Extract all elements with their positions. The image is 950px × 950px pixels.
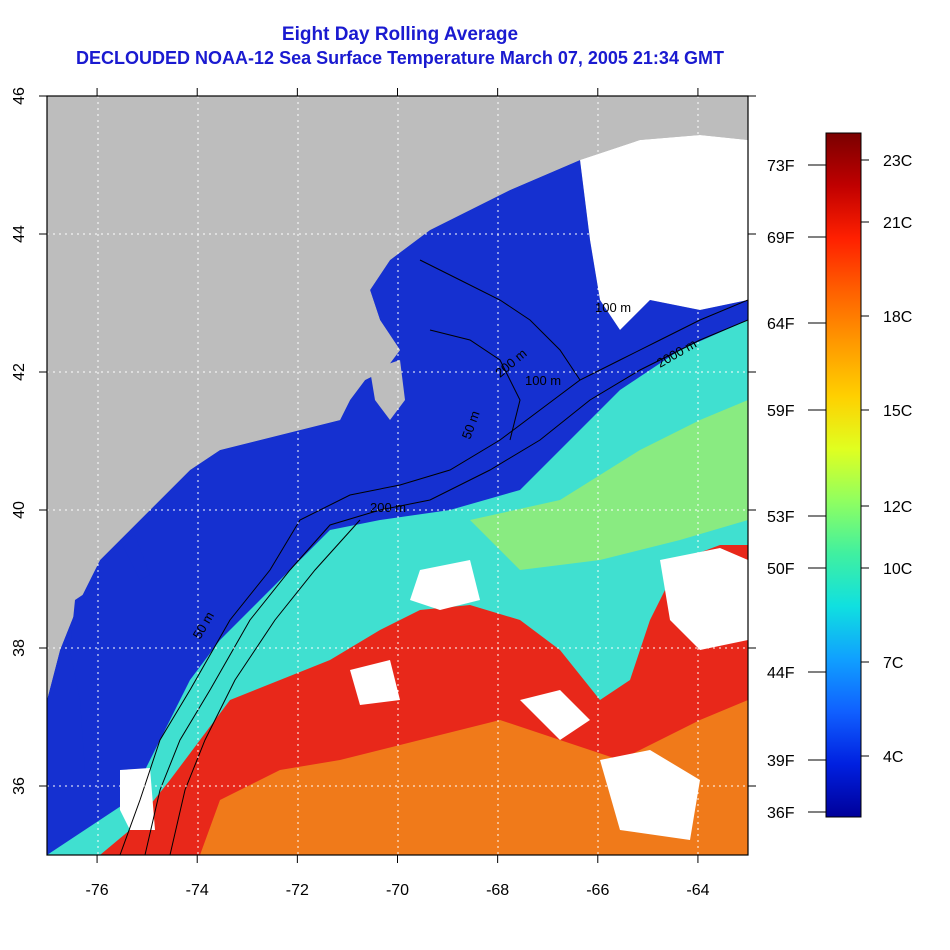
fahrenheit-label: 39F: [767, 753, 795, 770]
no-data-gap-6: [120, 768, 155, 830]
y-tick-label: 44: [11, 225, 28, 243]
fahrenheit-label: 36F: [767, 805, 795, 822]
contour-label: 100 m: [525, 373, 561, 388]
no-data-gap-1: [410, 560, 480, 610]
no-data-gap-5: [600, 750, 700, 840]
celsius-label: 4C: [883, 749, 903, 766]
colorbar: [825, 132, 862, 818]
celsius-label: 12C: [883, 499, 912, 516]
x-tick-label: -68: [486, 882, 509, 899]
chesapeake-bay: [70, 590, 100, 770]
celsius-label: 10C: [883, 561, 912, 578]
x-tick-label: -76: [86, 882, 109, 899]
contour-label: 200 m: [370, 500, 406, 515]
delaware-bay: [120, 535, 150, 580]
land-coast: [47, 96, 748, 700]
slope-water-yellow: [470, 400, 748, 570]
axes: -76 -74 -72 -70 -68 -66 -64 36 38 40 42 44 46: [11, 87, 756, 899]
fahrenheit-label: 50F: [767, 561, 795, 578]
chart-title: Eight Day Rolling Average: [281, 24, 519, 45]
chart-subtitle: DECLOUDED NOAA-12 Sea Surface Temperatur…: [76, 48, 724, 68]
no-data-gap-4: [660, 548, 748, 650]
fahrenheit-label: 64F: [767, 316, 795, 333]
colorbar-labels: 23C 21C 18C 15C 12C 10C 7C 4C 73F 69F 64F 59F 53F 50F…: [767, 153, 912, 822]
y-tick-label: 40: [11, 501, 28, 519]
graticule: [47, 96, 748, 855]
no-data-gap-2: [350, 660, 400, 705]
y-tick-label: 36: [11, 777, 28, 795]
x-tick-label: -74: [186, 882, 209, 899]
fahrenheit-label: 59F: [767, 403, 795, 420]
fahrenheit-label: 44F: [767, 665, 795, 682]
fahrenheit-label: 73F: [767, 158, 795, 175]
fahrenheit-label: 53F: [767, 509, 795, 526]
land-cape-cod: [370, 360, 405, 420]
celsius-label: 15C: [883, 403, 912, 420]
y-tick-label: 46: [11, 87, 28, 105]
contour-label: 100 m: [595, 300, 631, 315]
no-data-gap-3: [520, 690, 590, 740]
celsius-label: 21C: [883, 215, 912, 232]
y-tick-label: 42: [11, 363, 28, 381]
no-data-northeast: [580, 135, 748, 330]
celsius-label: 7C: [883, 655, 903, 672]
x-tick-label: -72: [286, 882, 309, 899]
warm-offshore: [200, 700, 748, 855]
fahrenheit-label: 69F: [767, 230, 795, 247]
x-tick-label: -66: [586, 882, 609, 899]
bathymetry-contours: [119, 259, 748, 855]
x-tick-label: -64: [686, 882, 709, 899]
x-tick-label: -70: [386, 882, 409, 899]
celsius-label: 18C: [883, 309, 912, 326]
y-tick-label: 38: [11, 639, 28, 657]
celsius-label: 23C: [883, 153, 912, 170]
